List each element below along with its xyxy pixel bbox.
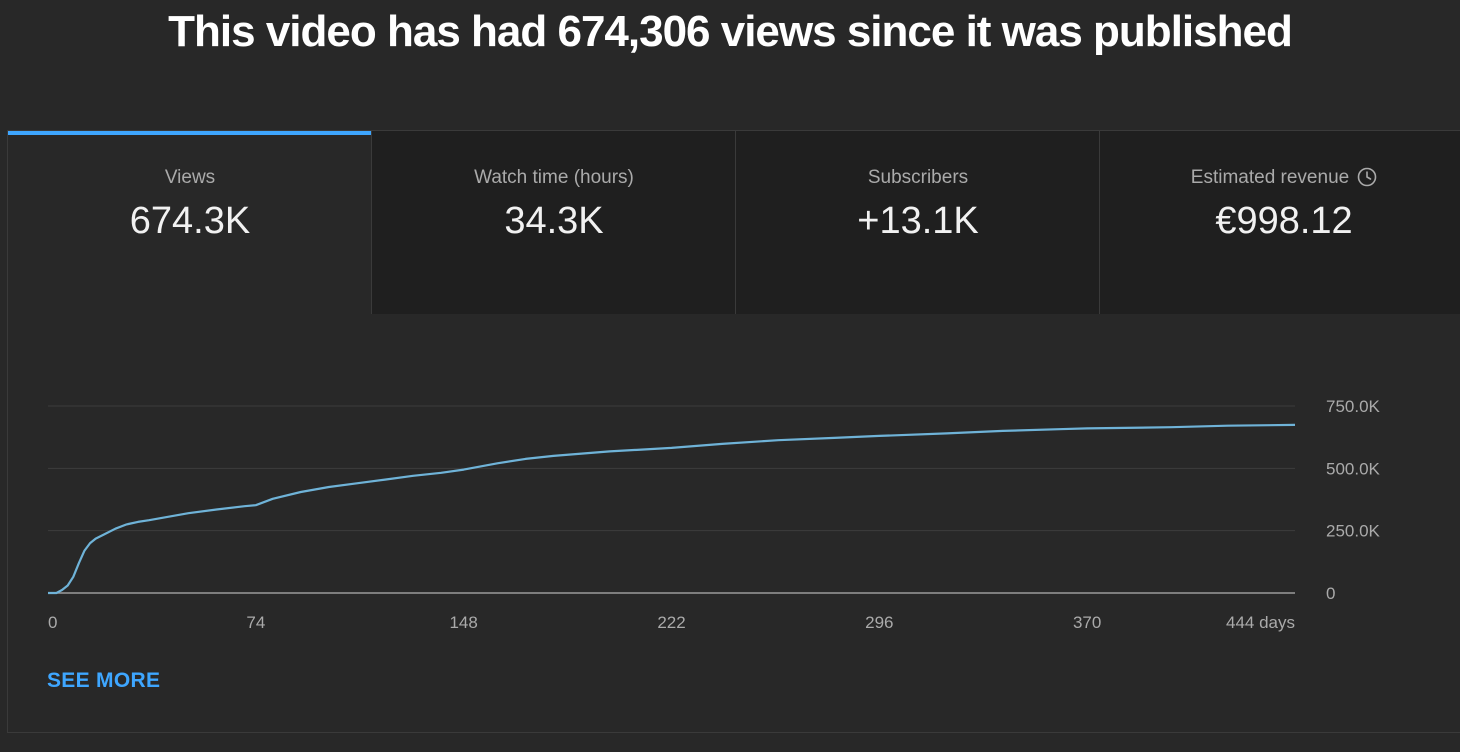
tab-revenue-label: Estimated revenue <box>1190 167 1350 188</box>
tab-watch-time-value: 34.3K <box>504 200 604 242</box>
tab-subscribers-value: +13.1K <box>857 200 979 242</box>
x-tick-label: 444 days <box>1226 613 1295 632</box>
y-tick-label: 500.0K <box>1326 459 1381 478</box>
y-tick-label: 0 <box>1326 584 1335 603</box>
see-more-link[interactable]: SEE MORE <box>47 669 161 692</box>
tab-divider <box>735 131 736 314</box>
tab-subscribers-label: Subscribers <box>867 167 969 188</box>
x-tick-label: 370 <box>1073 613 1101 632</box>
tab-revenue-value: €998.12 <box>1215 200 1353 242</box>
views-series-line <box>48 423 1296 595</box>
y-tick-label: 750.0K <box>1326 397 1381 416</box>
tab-subscribers[interactable]: Subscribers +13.1K <box>736 131 1100 314</box>
page-headline: This video has had 674,306 views since i… <box>168 7 1293 56</box>
views-chart: 750.0K 500.0K 250.0K 0 0 74 148 222 296 370 444 da… <box>8 314 1460 659</box>
tab-watch-time-label: Watch time (hours) <box>474 167 634 188</box>
analytics-card: Views 674.3K Watch time (hours) 34.3K Su… <box>7 130 1460 733</box>
tab-revenue-label-row: Estimated revenue <box>1100 167 1460 189</box>
tab-estimated-revenue[interactable]: Estimated revenue €998.12 <box>1100 131 1460 314</box>
metric-tabs: Views 674.3K Watch time (hours) 34.3K Su… <box>8 131 1460 314</box>
clock-icon[interactable] <box>1357 167 1377 187</box>
x-tick-label: 0 <box>48 613 57 632</box>
selected-tab-indicator <box>8 131 372 135</box>
x-tick-label: 296 <box>865 613 893 632</box>
tab-views[interactable]: Views 674.3K <box>8 131 372 314</box>
tab-watch-time[interactable]: Watch time (hours) 34.3K <box>372 131 736 314</box>
views-chart-svg: 750.0K 500.0K 250.0K 0 0 74 148 222 296 370 444 da… <box>48 397 1381 632</box>
x-tick-label: 222 <box>657 613 685 632</box>
tab-views-value: 674.3K <box>129 200 251 242</box>
y-tick-label: 250.0K <box>1326 522 1381 541</box>
x-tick-label: 148 <box>449 613 477 632</box>
tab-divider <box>371 131 372 314</box>
tab-views-label: Views <box>164 167 216 188</box>
tab-divider <box>1099 131 1100 314</box>
x-tick-label: 74 <box>246 613 265 632</box>
